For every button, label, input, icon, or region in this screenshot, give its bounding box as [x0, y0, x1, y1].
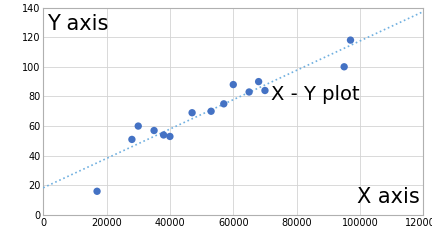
Point [230, 82, 237, 86]
Point [151, 128, 158, 132]
Point [347, 38, 354, 42]
Point [341, 65, 348, 69]
Point [220, 102, 227, 106]
Text: X axis: X axis [357, 187, 419, 207]
Point [189, 111, 196, 115]
Point [261, 88, 268, 92]
Point [166, 134, 173, 138]
Point [255, 80, 262, 84]
Point [160, 133, 167, 137]
Point [135, 124, 142, 128]
Point [94, 189, 101, 193]
Point [246, 90, 253, 94]
Point [128, 138, 135, 141]
Point [208, 109, 215, 113]
Text: Y axis: Y axis [47, 14, 108, 34]
Text: X - Y plot: X - Y plot [271, 85, 360, 104]
